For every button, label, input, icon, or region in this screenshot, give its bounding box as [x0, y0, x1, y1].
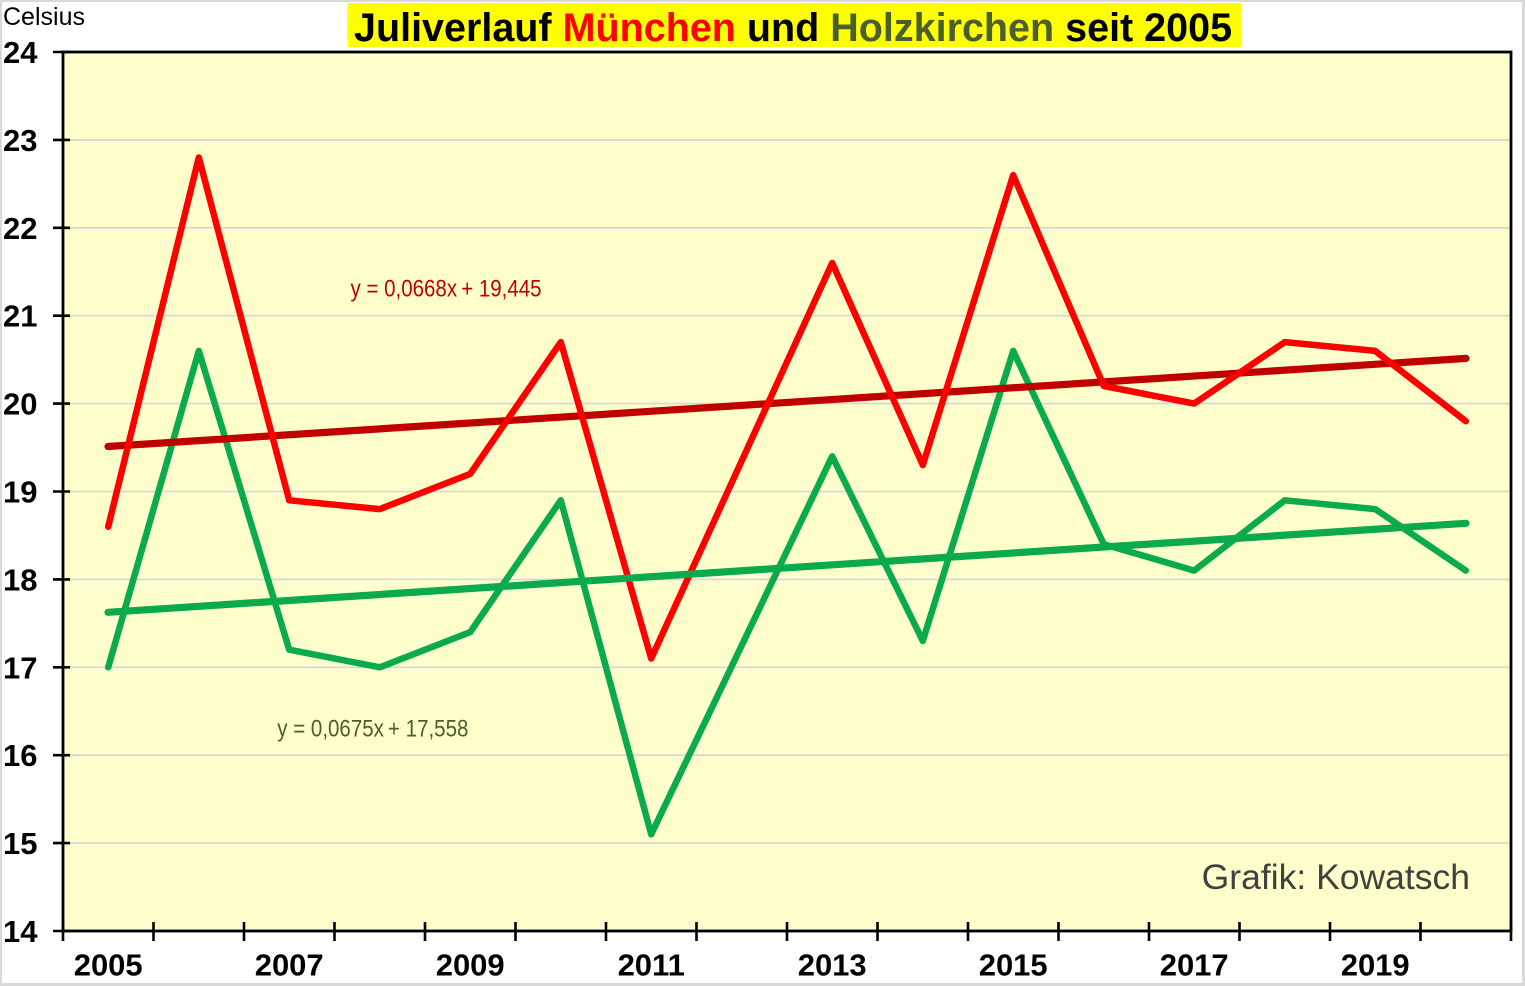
svg-text:18: 18 [3, 562, 37, 597]
svg-text:20: 20 [3, 387, 37, 422]
svg-text:15: 15 [3, 826, 37, 861]
svg-text:2011: 2011 [618, 948, 685, 983]
svg-text:2019: 2019 [1341, 948, 1410, 983]
svg-text:19: 19 [3, 475, 37, 510]
svg-text:2013: 2013 [798, 948, 867, 983]
svg-text:2007: 2007 [255, 948, 324, 983]
svg-text:y = 0,0675x + 17,558: y = 0,0675x + 17,558 [277, 715, 468, 742]
svg-text:23: 23 [3, 123, 37, 158]
svg-text:2015: 2015 [979, 948, 1048, 983]
svg-text:Juliverlauf München und Holzki: Juliverlauf München und Holzkirchen seit… [354, 6, 1232, 50]
svg-text:y = 0,0668x + 19,445: y = 0,0668x + 19,445 [351, 275, 542, 302]
svg-text:2009: 2009 [436, 948, 505, 983]
svg-text:2017: 2017 [1160, 948, 1229, 983]
svg-text:14: 14 [3, 914, 38, 949]
svg-text:16: 16 [3, 738, 37, 773]
svg-text:22: 22 [3, 211, 37, 246]
svg-text:Grafik: Kowatsch: Grafik: Kowatsch [1202, 857, 1470, 897]
svg-text:21: 21 [3, 299, 37, 334]
svg-text:17: 17 [3, 650, 37, 685]
svg-text:2005: 2005 [74, 948, 143, 983]
svg-text:Celsius: Celsius [3, 3, 85, 31]
svg-text:24: 24 [3, 35, 38, 70]
